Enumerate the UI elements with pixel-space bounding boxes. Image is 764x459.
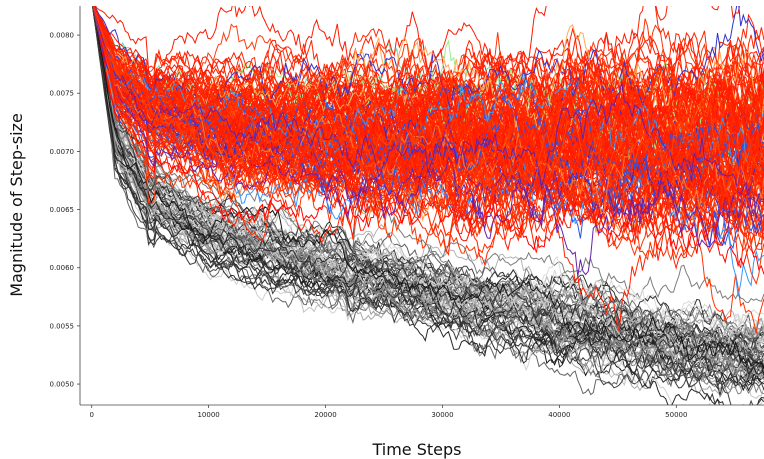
colored-series-line [92, 6, 764, 209]
colored-series-line [93, 6, 764, 137]
colored-series-line [93, 6, 764, 117]
x-tick-label: 10000 [197, 411, 219, 419]
grayscale-series-line [92, 6, 764, 388]
colored-series-line [92, 6, 764, 275]
x-tick-label: 20000 [314, 411, 336, 419]
grayscale-series-line [92, 6, 764, 369]
grayscale-series-line [92, 6, 764, 376]
colored-series-line [92, 6, 764, 228]
colored-series-line [93, 6, 764, 194]
grayscale-series-line [92, 6, 764, 376]
colored-series-line [92, 6, 764, 221]
colored-series-line [95, 6, 740, 78]
colored-series-line [93, 6, 764, 164]
colored-series-line [92, 6, 764, 215]
colored-series-line [92, 6, 764, 225]
grayscale-series-line [92, 6, 764, 375]
x-axis-title: Time Steps [371, 440, 461, 459]
grayscale-series-line [92, 6, 764, 405]
colored-series-line [92, 6, 764, 211]
grayscale-series-line [92, 6, 764, 359]
colored-series-line [92, 6, 764, 250]
colored-series-group [92, 6, 764, 334]
grayscale-series-line [92, 6, 764, 405]
y-tick-label: 0.0055 [50, 322, 75, 330]
x-tick-label: 0 [89, 411, 93, 419]
colored-series-line [93, 6, 764, 161]
y-tick-label: 0.0070 [50, 148, 75, 156]
grayscale-series-line [92, 6, 764, 380]
y-axis-title: Magnitude of Step-size [7, 113, 26, 297]
x-tick-label: 40000 [548, 411, 570, 419]
colored-series-line [92, 6, 764, 233]
grayscale-series-line [92, 6, 764, 377]
grayscale-series-line [92, 6, 764, 405]
x-tick-label: 50000 [665, 411, 687, 419]
colored-series-line [93, 6, 764, 170]
y-tick-label: 0.0050 [50, 381, 75, 389]
colored-series-line [94, 6, 764, 111]
grayscale-series-line [92, 6, 764, 359]
y-tick-label: 0.0075 [50, 90, 75, 98]
grayscale-series-line [92, 6, 764, 355]
colored-series-line [92, 6, 764, 207]
colored-series-line [92, 6, 764, 220]
grayscale-series-line [92, 6, 764, 343]
y-tick-label: 0.0065 [50, 206, 75, 214]
x-tick-label: 30000 [431, 411, 453, 419]
grayscale-series-line [92, 6, 764, 361]
y-tick-label: 0.0060 [50, 264, 75, 272]
grayscale-series-line [92, 6, 764, 396]
y-tick-group: 0.0050 0.0055 0.0060 0.0065 0.0070 0.0075 0.00… [50, 32, 80, 389]
x-tick-group: 0 10000 20000 30000 40000 50000 [89, 405, 687, 419]
colored-series-line [92, 6, 764, 233]
grayscale-series-group [92, 6, 764, 405]
y-tick-label: 0.0080 [50, 32, 75, 40]
grayscale-series-line [92, 6, 764, 360]
